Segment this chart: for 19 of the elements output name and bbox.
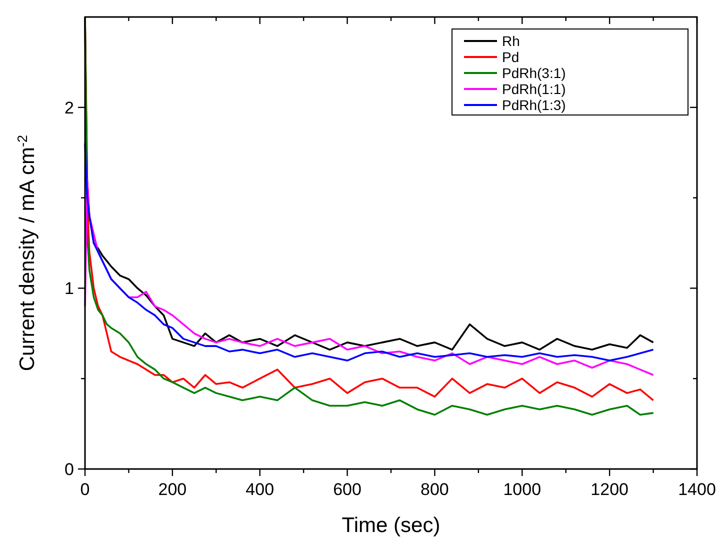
y-tick-label: 1 (64, 279, 74, 298)
legend-label: Rh (502, 33, 520, 49)
line-series (84, 142, 654, 362)
x-tick-label: 1000 (503, 480, 542, 499)
legend-label: PdRh(3:1) (502, 65, 566, 81)
x-tick-label: 800 (420, 480, 449, 499)
legend-label: PdRh(1:1) (502, 81, 566, 97)
x-tick-label: 200 (158, 480, 187, 499)
x-axis-title: Time (sec) (342, 514, 440, 537)
x-tick-label: 1200 (590, 480, 628, 499)
y-tick-label: 2 (64, 98, 74, 118)
legend-label: Pd (502, 49, 520, 65)
y-tick-label: 0 (64, 460, 74, 479)
x-tick-label: 1400 (678, 480, 716, 499)
legend-label: PdRh(1:3) (502, 97, 566, 113)
line-series (84, 178, 654, 376)
x-tick-label: 600 (333, 480, 362, 499)
x-tick-label: 400 (246, 480, 274, 499)
x-tick-label: 0 (80, 480, 90, 499)
